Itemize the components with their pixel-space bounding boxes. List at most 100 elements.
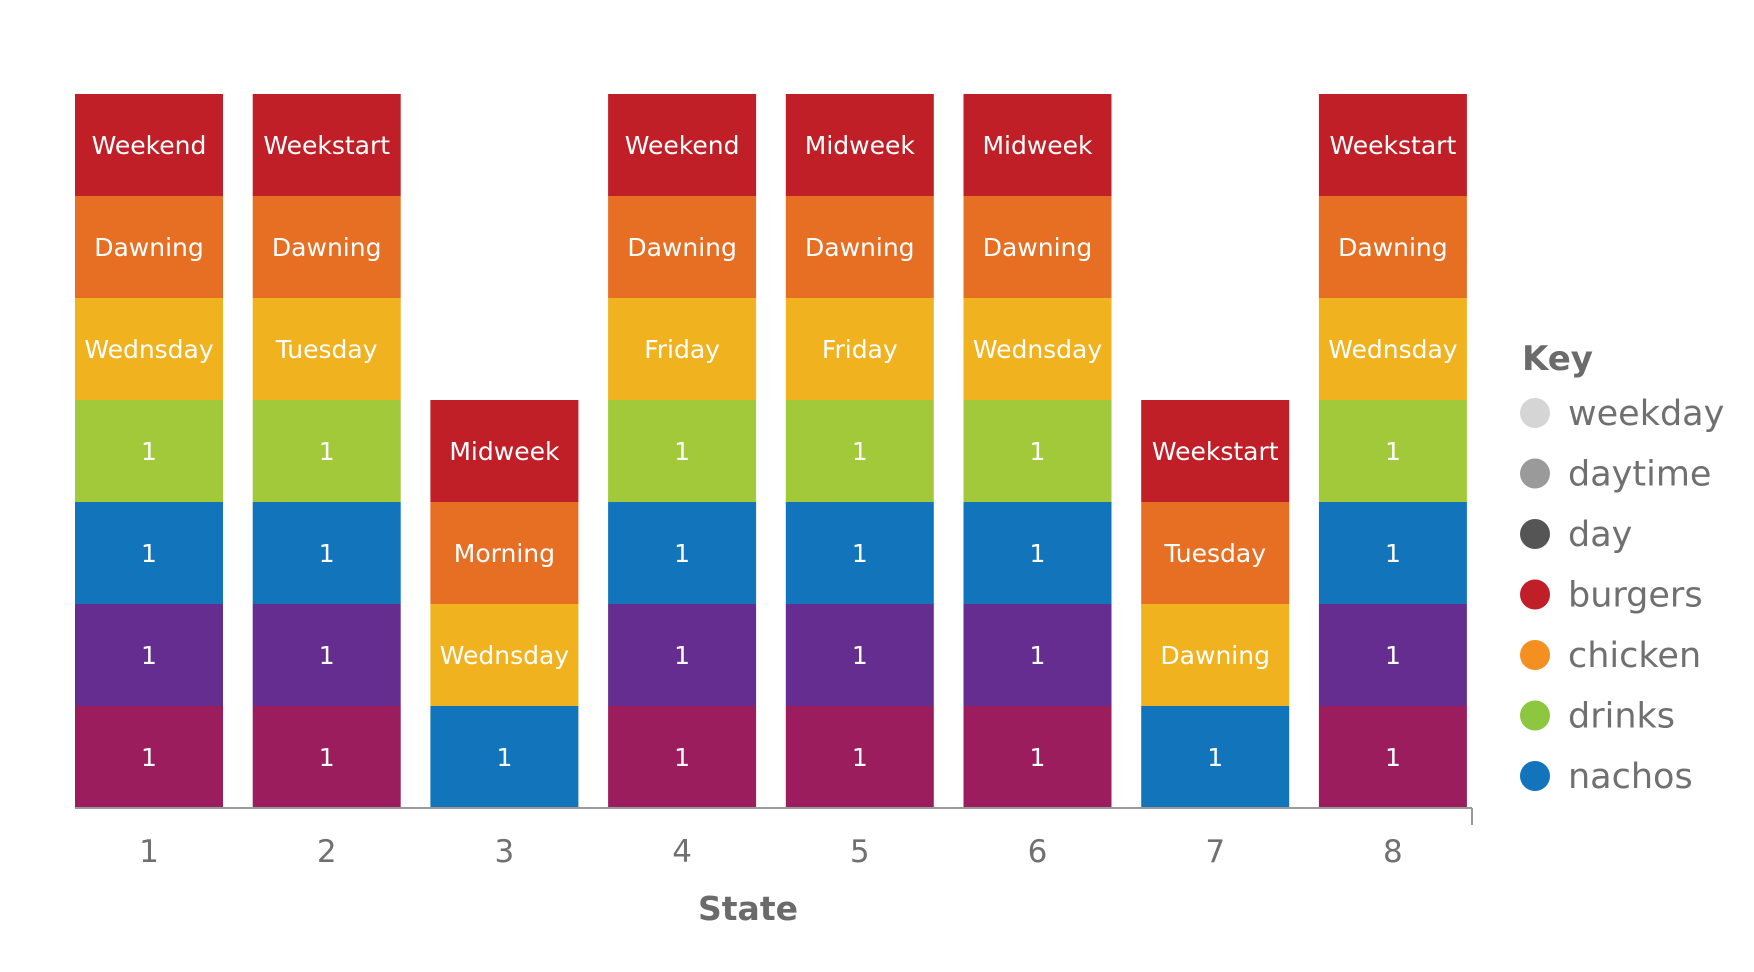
bar-segment xyxy=(1141,706,1290,808)
bar-segment-label: 1 xyxy=(1030,743,1046,772)
legend-label: chicken xyxy=(1568,636,1701,676)
bar-segment-label: Dawning xyxy=(805,233,915,262)
bar-segment-label: Tuesday xyxy=(1163,539,1266,568)
legend-swatch xyxy=(1520,519,1550,549)
bar-segment xyxy=(75,196,223,298)
legend-label: burgers xyxy=(1568,576,1703,616)
bar-segment-label: Dawning xyxy=(627,233,737,262)
bar-segment xyxy=(430,400,579,502)
legend-swatch xyxy=(1520,700,1550,731)
bar-segment-label: 1 xyxy=(1385,641,1401,670)
x-tick-label: 4 xyxy=(672,834,692,870)
bar-segment-label: 1 xyxy=(674,743,690,772)
bar-segment-label: 1 xyxy=(1030,437,1046,466)
bar-segment-label: Wednsday xyxy=(440,641,570,670)
bar-segment xyxy=(252,298,401,400)
legend-swatch xyxy=(1520,579,1550,610)
bar-segment xyxy=(608,706,757,808)
bar-segment-label: Weekstart xyxy=(263,131,390,160)
bar-segment xyxy=(963,502,1112,604)
bar-segment-label: 1 xyxy=(1385,743,1401,772)
bar-segment-label: Friday xyxy=(644,335,720,364)
bar-segment xyxy=(608,196,757,298)
bar-segment-label: 1 xyxy=(674,539,690,568)
bar-segment-label: 1 xyxy=(496,743,512,772)
bar-segment-label: Midweek xyxy=(805,131,916,160)
bar-segment xyxy=(1141,400,1290,502)
bar-segment xyxy=(963,298,1112,400)
bar-segment xyxy=(1318,706,1467,808)
bar-segment xyxy=(75,604,223,706)
bar-segment xyxy=(608,502,757,604)
bar-segment xyxy=(963,604,1112,706)
bar-segment-label: 1 xyxy=(852,539,868,568)
bar-segment-label: Wednsday xyxy=(84,335,214,364)
bar-segment xyxy=(252,196,401,298)
bar-segment-label: 1 xyxy=(674,641,690,670)
bar-segment xyxy=(963,706,1112,808)
bar-segment xyxy=(785,400,934,502)
bar-segment xyxy=(252,502,401,604)
bar-segment-label: Morning xyxy=(454,539,555,568)
bar-segment xyxy=(75,298,223,400)
bar-segment-label: Wednsday xyxy=(973,335,1103,364)
bar-segment xyxy=(1318,400,1467,502)
legend-swatch xyxy=(1520,761,1550,791)
x-tick-label: 5 xyxy=(850,834,870,870)
bar-segment xyxy=(608,298,757,400)
bar-segment xyxy=(608,604,757,706)
legend-swatch xyxy=(1520,398,1550,428)
bar-segment-label: 1 xyxy=(141,641,157,670)
bar-segment xyxy=(430,604,579,706)
bar-segment xyxy=(1318,196,1467,298)
legend-title: Key xyxy=(1522,339,1593,379)
bars-group: 1 1 1 1 Wednsday Dawning Weekend 1 1 1 1 Tuesday Daw… xyxy=(75,94,1467,808)
legend-label: weekday xyxy=(1568,394,1724,434)
bar-segment-label: Dawning xyxy=(1160,641,1270,670)
bar-segment xyxy=(1318,94,1467,196)
bar-segment xyxy=(252,400,401,502)
bar-segment xyxy=(785,706,934,808)
bar-segment-label: Dawning xyxy=(1338,233,1448,262)
bar-segment-label: 1 xyxy=(141,539,157,568)
x-tick-label: 1 xyxy=(139,834,159,870)
x-tick-label: 8 xyxy=(1383,834,1403,870)
bar-segment xyxy=(75,400,223,502)
x-tick-label: 3 xyxy=(495,834,515,870)
bar-segment xyxy=(963,196,1112,298)
bar-segment xyxy=(785,502,934,604)
x-axis-title: State xyxy=(698,889,798,928)
legend: Key weekday daytime day burgers chicken drink… xyxy=(1520,339,1724,797)
bar-segment-label: Weekend xyxy=(92,131,207,160)
bar-segment-label: 1 xyxy=(1030,539,1046,568)
bar-segment-label: Tuesday xyxy=(275,335,378,364)
bar-segment-label: Dawning xyxy=(272,233,382,262)
bar-segment-label: 1 xyxy=(852,641,868,670)
bar-segment xyxy=(75,706,223,808)
bar-segment-label: Wednsday xyxy=(1328,335,1458,364)
bar-segment xyxy=(252,94,401,196)
bar-segment xyxy=(1141,604,1290,706)
legend-swatch xyxy=(1520,640,1550,670)
bar-segment xyxy=(785,604,934,706)
x-tick-label: 7 xyxy=(1205,834,1225,870)
legend-label: nachos xyxy=(1568,757,1693,797)
bar-segment xyxy=(252,604,401,706)
legend-label: drinks xyxy=(1568,697,1675,737)
bar-segment-label: Weekstart xyxy=(1330,131,1457,160)
bar-segment-label: 1 xyxy=(852,743,868,772)
bar-segment-label: Dawning xyxy=(94,233,204,262)
bar-segment-label: 1 xyxy=(319,641,335,670)
bar-segment xyxy=(608,400,757,502)
bar-segment xyxy=(75,502,223,604)
bar-segment-label: Dawning xyxy=(983,233,1093,262)
x-tick-label: 6 xyxy=(1028,834,1048,870)
bar-segment xyxy=(785,298,934,400)
bar-segment xyxy=(75,94,223,196)
bar-segment xyxy=(430,502,579,604)
bar-segment-label: 1 xyxy=(319,743,335,772)
x-tick-label: 2 xyxy=(317,834,337,870)
bar-segment-label: 1 xyxy=(1385,539,1401,568)
bar-segment-label: 1 xyxy=(319,539,335,568)
